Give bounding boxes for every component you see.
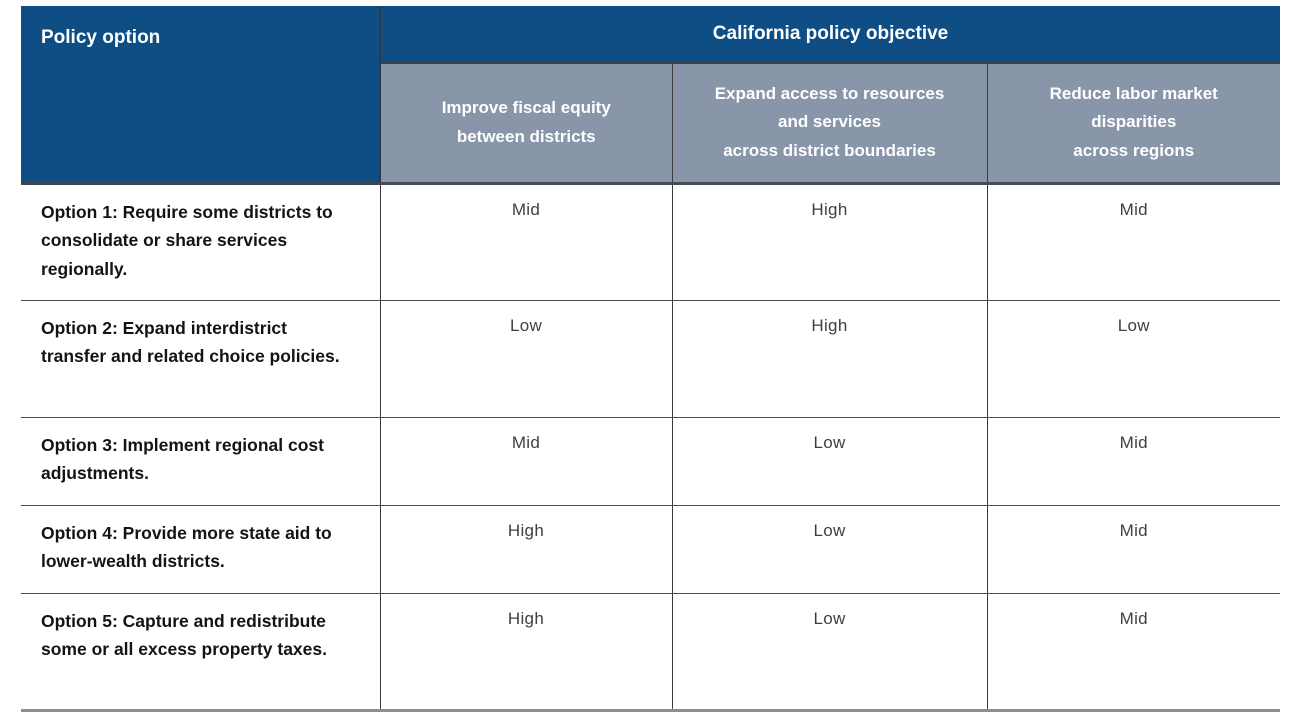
- policy-option-cell: Option 4: Provide more state aid to lowe…: [21, 505, 381, 594]
- header-row-top: Policy option California policy objectiv…: [21, 6, 1281, 185]
- column-header-labor-market: Reduce labor market disparities across r…: [987, 63, 1281, 185]
- rating-cell: Mid: [987, 183, 1281, 301]
- rating-cell: Low: [672, 417, 988, 506]
- policy-options-table: Policy option California policy objectiv…: [21, 6, 1281, 712]
- table-row-option-3: Option 3: Implement regional cost adjust…: [21, 417, 1281, 506]
- rating-cell: Low: [380, 300, 673, 418]
- policy-option-cell: Option 1: Require some districts to cons…: [21, 183, 381, 301]
- rating-cell: Low: [987, 300, 1281, 418]
- table-row-option-2: Option 2: Expand interdistrict transfer …: [21, 300, 1281, 418]
- column-header-access-resources: Expand access to resources and services …: [672, 63, 988, 185]
- policy-option-cell: Option 2: Expand interdistrict transfer …: [21, 300, 381, 418]
- table-row-option-4: Option 4: Provide more state aid to lowe…: [21, 505, 1281, 594]
- rating-cell: High: [380, 593, 673, 712]
- rating-cell: Low: [672, 505, 988, 594]
- table-row-option-5: Option 5: Capture and redistribute some …: [21, 593, 1281, 712]
- group-header-california-policy-objective: California policy objective: [380, 6, 1281, 64]
- rating-cell: Low: [672, 593, 988, 712]
- rating-cell: High: [672, 300, 988, 418]
- policy-option-cell: Option 3: Implement regional cost adjust…: [21, 417, 381, 506]
- rating-cell: Mid: [380, 183, 673, 301]
- table-row-option-1: Option 1: Require some districts to cons…: [21, 183, 1281, 301]
- rating-cell: Mid: [987, 417, 1281, 506]
- policy-option-cell: Option 5: Capture and redistribute some …: [21, 593, 381, 712]
- rating-cell: High: [672, 183, 988, 301]
- table-body: Option 1: Require some districts to cons…: [21, 183, 1281, 712]
- rating-cell: Mid: [987, 505, 1281, 594]
- rating-cell: Mid: [380, 417, 673, 506]
- column-header-fiscal-equity: Improve fiscal equity between districts: [380, 63, 673, 185]
- rating-cell: High: [380, 505, 673, 594]
- corner-header-policy-option: Policy option: [21, 6, 381, 185]
- header-row-sub: Improve fiscal equity between districts …: [21, 63, 1281, 185]
- table-header: Policy option California policy objectiv…: [21, 6, 1281, 185]
- rating-cell: Mid: [987, 593, 1281, 712]
